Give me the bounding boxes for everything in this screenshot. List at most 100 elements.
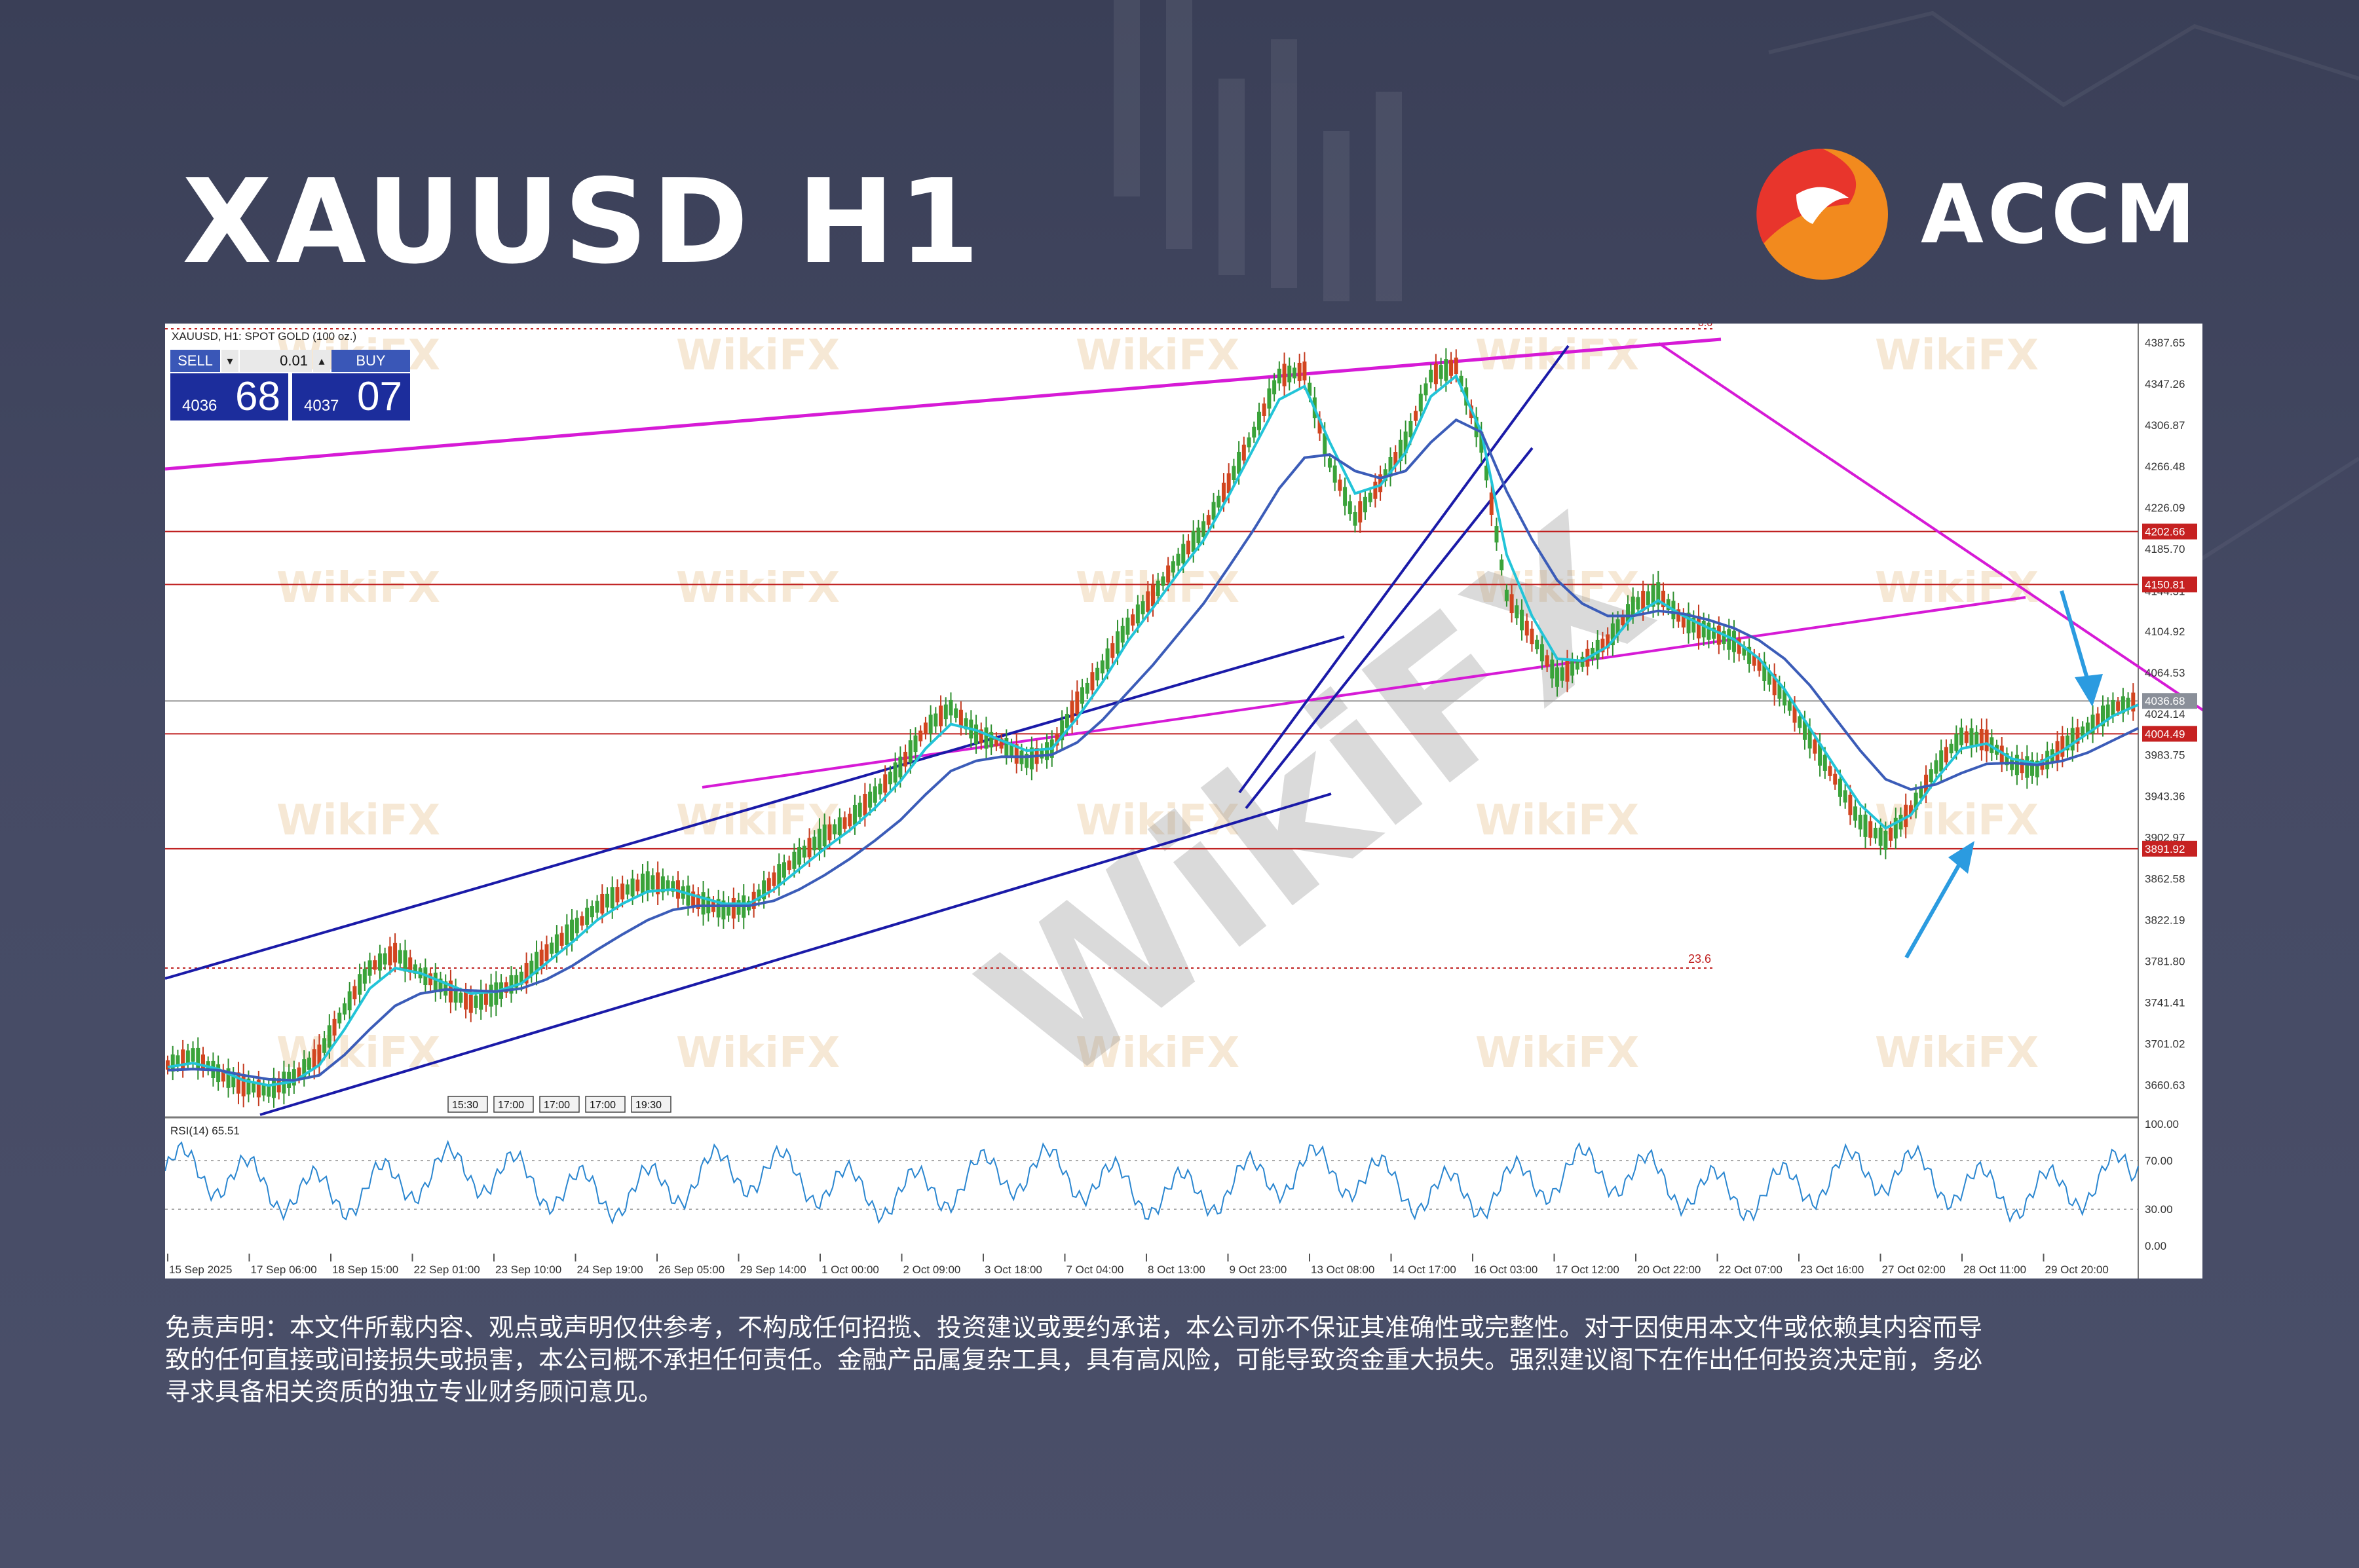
x-tick-label: 13 Oct 08:00 xyxy=(1311,1263,1374,1276)
candle-body xyxy=(292,1069,296,1086)
candle-body xyxy=(1828,766,1832,776)
candle-body xyxy=(388,946,392,965)
trendline-magenta xyxy=(702,596,2026,789)
x-tick-label: 18 Sep 15:00 xyxy=(332,1263,398,1276)
candle-body xyxy=(1565,660,1570,682)
annotation-arrow xyxy=(1904,856,1965,959)
candle-body xyxy=(302,1059,307,1078)
sell-price[interactable]: 4036 68 xyxy=(170,373,288,420)
x-tick-label: 28 Oct 11:00 xyxy=(1963,1263,2026,1276)
candle-body xyxy=(176,1055,180,1067)
candle-body xyxy=(1156,580,1160,596)
watermark-text: WikiFX xyxy=(1475,564,1639,612)
price-chart[interactable]: WikiFX WikiFX WikiFX WikiFX WikiFX WikiFX Wiki… xyxy=(165,324,2202,1279)
candle-body xyxy=(1555,667,1560,687)
y-tick-label: 4306.87 xyxy=(2145,419,2185,432)
candle-body xyxy=(1176,553,1180,566)
candle-body xyxy=(2075,727,2080,744)
x-tick-label: 2 Oct 09:00 xyxy=(903,1263,961,1276)
candle-body xyxy=(1014,744,1019,764)
candle-body xyxy=(2014,755,2019,775)
candle-body xyxy=(837,817,842,835)
candle-body xyxy=(1631,596,1635,615)
candle-body xyxy=(570,920,575,941)
candle-body xyxy=(550,943,554,954)
candle-body xyxy=(448,980,453,1003)
candle-body xyxy=(1241,444,1246,461)
buy-price[interactable]: 4037 07 xyxy=(292,373,410,420)
candle-body xyxy=(358,974,362,995)
buy-button[interactable]: BUY xyxy=(331,350,410,372)
candle-body xyxy=(1621,614,1625,625)
time-tag-label: 17:00 xyxy=(544,1100,570,1111)
candle-body xyxy=(939,705,943,726)
candle-body xyxy=(1100,660,1104,674)
candle-body xyxy=(1954,734,1959,751)
candle-body xyxy=(1161,576,1165,586)
candle-body xyxy=(2070,728,2075,751)
chart-window[interactable]: WikiFX WikiFX WikiFX WikiFX WikiFX WikiFX Wiki… xyxy=(165,324,2202,1279)
candle-body xyxy=(1570,660,1575,676)
candle-body xyxy=(1489,492,1494,515)
candle-body xyxy=(1545,655,1549,667)
candle-body xyxy=(1600,639,1605,652)
lot-dropdown-icon[interactable]: ▾ xyxy=(221,350,238,372)
candle-body xyxy=(1777,683,1782,699)
candle-body xyxy=(535,952,539,975)
candle-body xyxy=(954,708,958,718)
channel-line xyxy=(1238,345,1570,794)
candle-body xyxy=(827,824,832,840)
watermark-text: WikiFX xyxy=(1475,1029,1639,1077)
candle-body xyxy=(226,1068,231,1088)
candle-body xyxy=(1681,614,1686,628)
candle-body xyxy=(479,990,483,1010)
candle-body xyxy=(1116,631,1120,654)
candle-body xyxy=(1403,431,1408,454)
candle-body xyxy=(575,918,579,933)
candle-body xyxy=(1504,589,1509,601)
lot-stepper-icon[interactable]: ▴ xyxy=(313,350,330,372)
candle-body xyxy=(1772,673,1777,696)
candle-body xyxy=(1317,419,1322,434)
candle-body xyxy=(2025,756,2029,778)
sell-button[interactable]: SELL xyxy=(170,350,220,372)
candle-body xyxy=(1025,753,1029,768)
candle-body xyxy=(675,880,680,899)
candle-body xyxy=(1065,714,1069,728)
fib-label: 23.6 xyxy=(1688,952,1711,965)
candle-body xyxy=(428,973,433,986)
candle-body xyxy=(196,1047,200,1070)
candle-body xyxy=(883,774,888,793)
x-tick-label: 22 Oct 07:00 xyxy=(1719,1263,1783,1276)
candle-body xyxy=(1332,465,1337,483)
candle-body xyxy=(721,900,726,920)
sell-price-small: 4036 xyxy=(182,397,217,415)
candle-body xyxy=(610,887,614,908)
x-tick-label: 26 Sep 05:00 xyxy=(658,1263,725,1276)
one-click-trade-panel: SELL ▾ 0.01 ▴ BUY 4036 68 4037 07 xyxy=(170,350,413,422)
candle-body xyxy=(1191,531,1196,552)
x-tick-label: 9 Oct 23:00 xyxy=(1230,1263,1287,1276)
candle-body xyxy=(2105,704,2110,720)
candle-body xyxy=(383,953,387,965)
candle-body xyxy=(1651,585,1655,607)
ema-slow-line xyxy=(167,418,2139,1082)
candle-body xyxy=(1070,701,1074,723)
y-tick-label: 3983.75 xyxy=(2145,749,2185,762)
time-tag xyxy=(631,1096,671,1113)
candle-body xyxy=(1302,361,1307,381)
candle-body xyxy=(1515,605,1519,619)
candle-body xyxy=(696,894,700,909)
candle-body xyxy=(1256,411,1261,430)
lot-size-input[interactable]: 0.01 xyxy=(240,350,312,372)
candle-body xyxy=(2066,735,2070,751)
candle-body xyxy=(539,949,544,967)
candle-body xyxy=(191,1048,195,1062)
candle-body xyxy=(878,783,882,794)
candle-body xyxy=(1853,806,1858,821)
candle-body xyxy=(1272,380,1277,395)
candle-body xyxy=(1338,479,1342,491)
candle-body xyxy=(1712,627,1716,639)
candle-body xyxy=(817,829,821,850)
candle-body xyxy=(1539,644,1544,662)
